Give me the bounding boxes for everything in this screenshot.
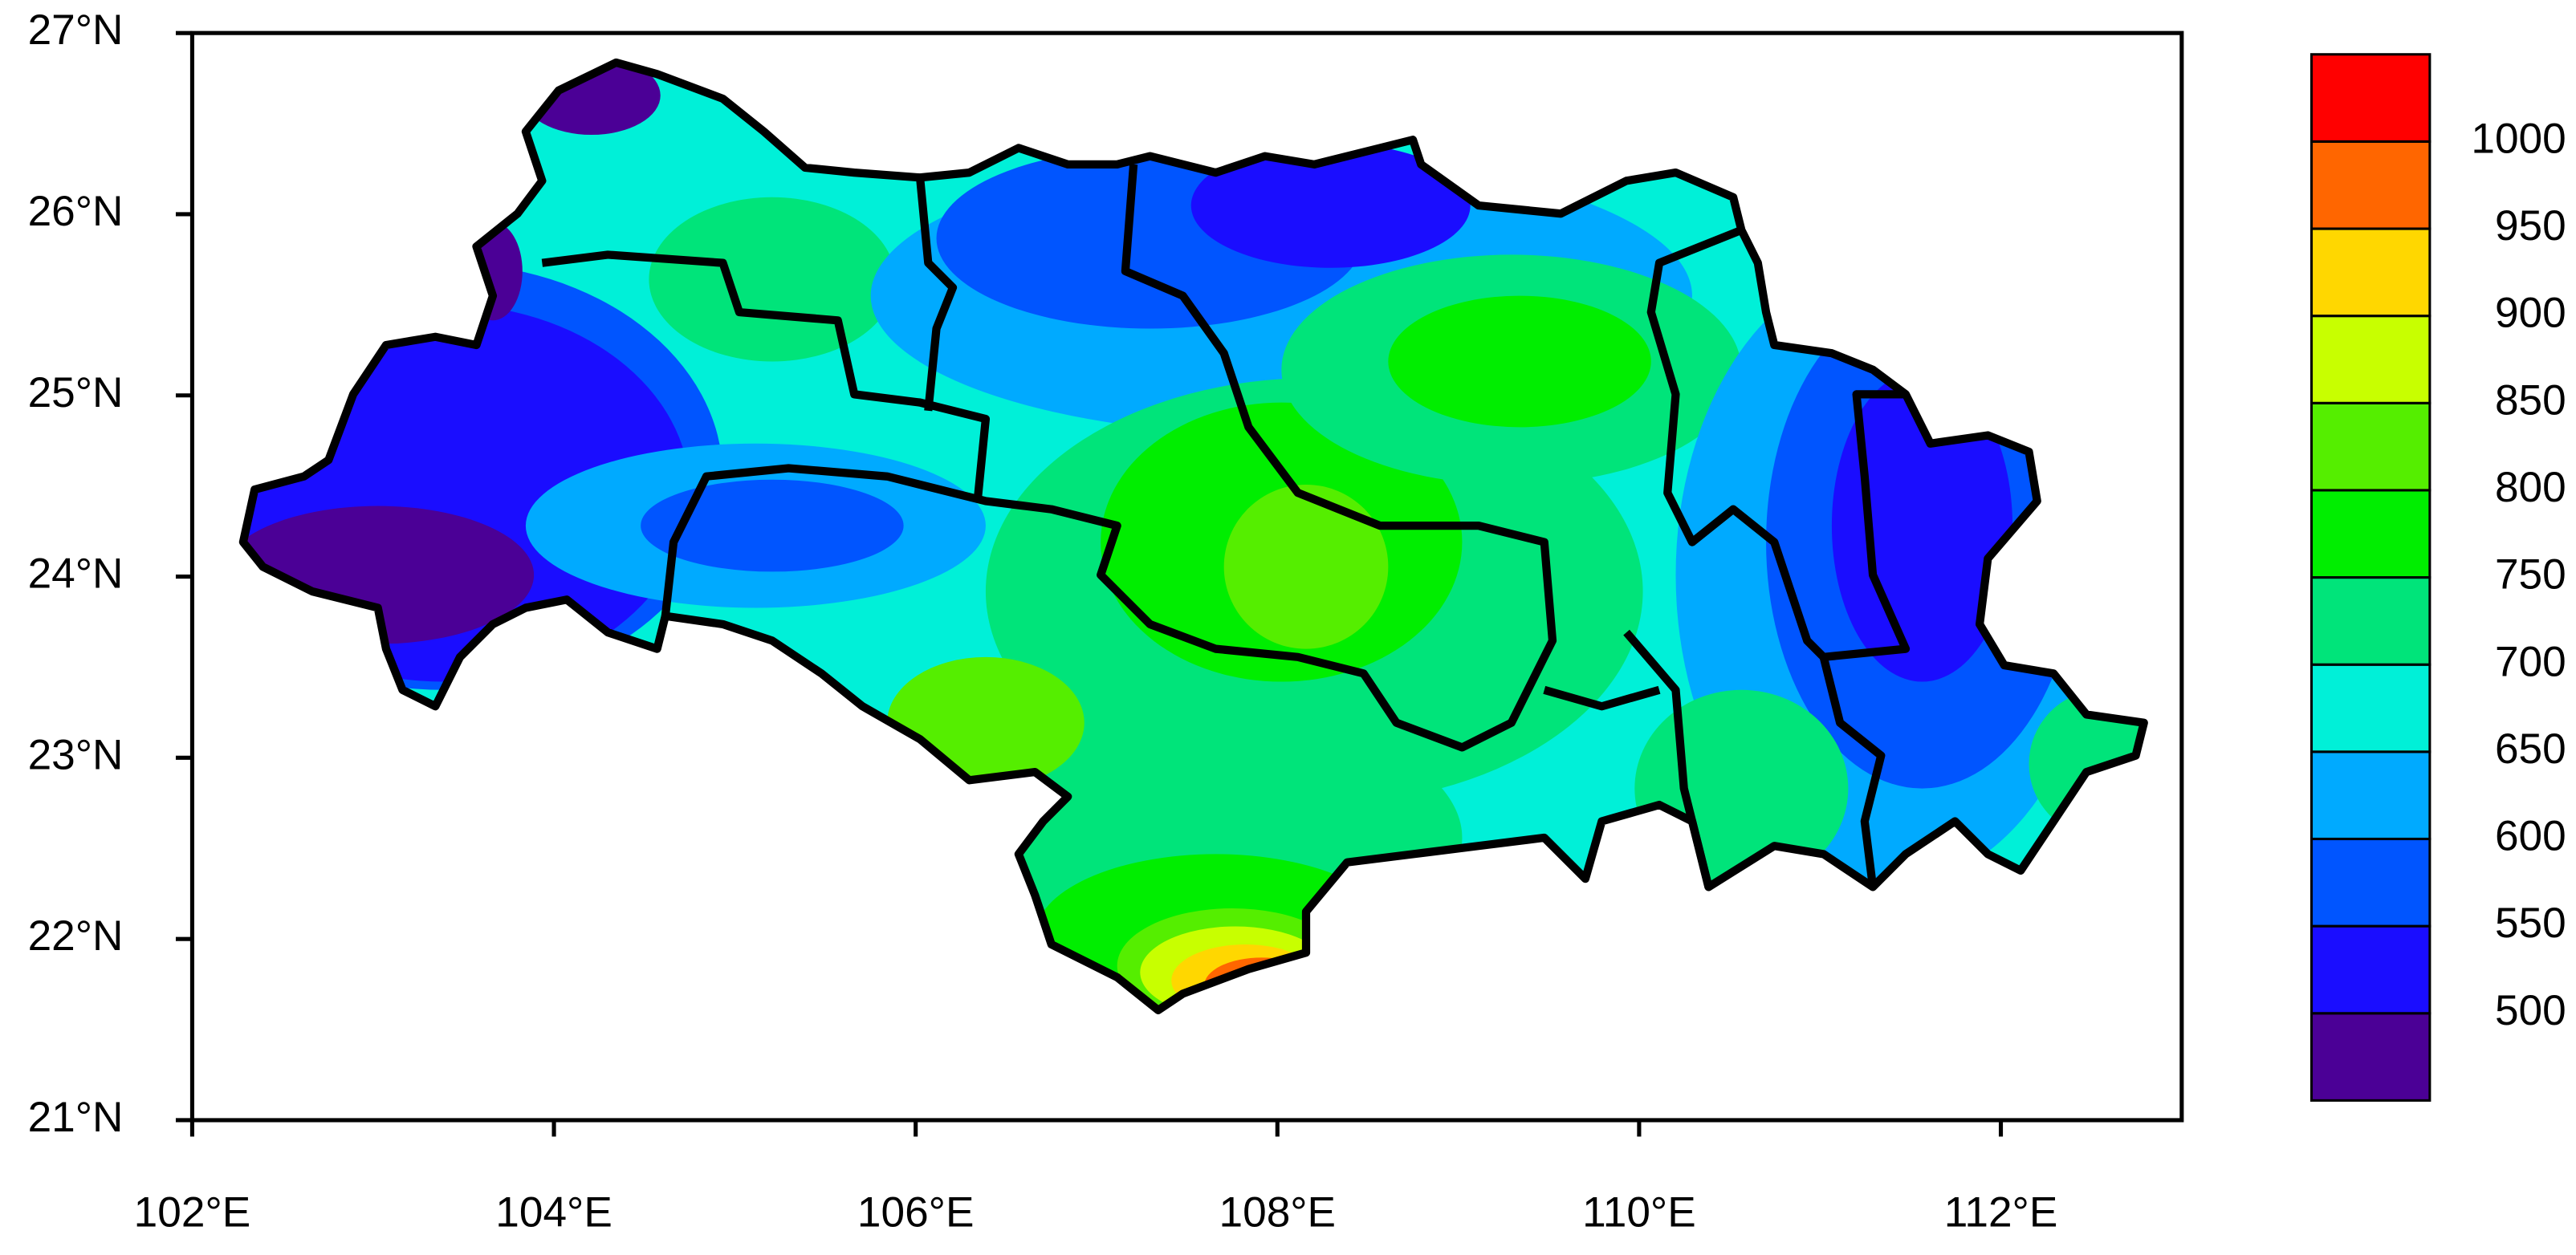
contour-band <box>1223 484 1389 649</box>
y-tick-label: 25°N <box>28 369 124 416</box>
contour-band <box>1388 295 1651 428</box>
colorbar-label: 500 <box>2495 987 2566 1034</box>
colorbar-label: 600 <box>2495 813 2566 860</box>
x-tick-label: 108°E <box>1219 1189 1337 1237</box>
x-tick-label: 104°E <box>495 1189 612 1237</box>
colorbar-label: 700 <box>2495 638 2566 685</box>
province-border <box>915 177 958 412</box>
colorbar-box <box>2309 401 2432 492</box>
colorbar-label: 650 <box>2495 725 2566 773</box>
colorbar-box <box>2309 576 2432 666</box>
contour-band <box>1190 143 1471 268</box>
colorbar-label: 550 <box>2495 900 2566 947</box>
borders <box>243 63 2144 1010</box>
colorbar-box <box>2309 1012 2432 1102</box>
province-border <box>541 250 991 502</box>
y-tick-label: 26°N <box>28 188 124 235</box>
y-tick-label: 24°N <box>28 550 124 598</box>
colorbar-box <box>2309 924 2432 1015</box>
colorbar-box <box>2309 750 2432 841</box>
colorbar-label: 750 <box>2495 551 2566 599</box>
x-tick-label: 112°E <box>1944 1189 2058 1237</box>
colorbar-box <box>2309 663 2432 753</box>
x-tick-label: 106°E <box>857 1189 975 1237</box>
province-border <box>1623 629 1713 888</box>
province-border <box>1646 225 1911 661</box>
contour-band <box>641 479 904 572</box>
y-tick-label: 21°N <box>28 1094 124 1141</box>
colorbar-label: 900 <box>2495 290 2566 337</box>
colorbar-box <box>2309 227 2432 318</box>
colorbar-label: 800 <box>2495 464 2566 511</box>
colorbar-box <box>2309 837 2432 928</box>
x-tick-label: 102°E <box>134 1189 251 1237</box>
province-border <box>1543 685 1661 711</box>
province-border <box>661 164 1557 752</box>
colorbar-box <box>2309 315 2432 404</box>
colorbar-label: 950 <box>2495 202 2566 250</box>
colorbar-label: 1000 <box>2471 115 2566 162</box>
colorbar-box <box>2309 489 2432 579</box>
y-tick-label: 23°N <box>28 731 124 778</box>
x-tick-label: 110°E <box>1582 1189 1696 1237</box>
contour-band <box>1831 369 2013 682</box>
contour-band <box>649 197 896 362</box>
y-tick-label: 22°N <box>28 912 124 960</box>
y-tick-label: 27°N <box>28 6 124 54</box>
colorbar-box <box>2309 140 2432 230</box>
colorbar-label: 850 <box>2495 376 2566 424</box>
colorbar-box <box>2309 53 2432 143</box>
province-border <box>1819 656 1886 887</box>
